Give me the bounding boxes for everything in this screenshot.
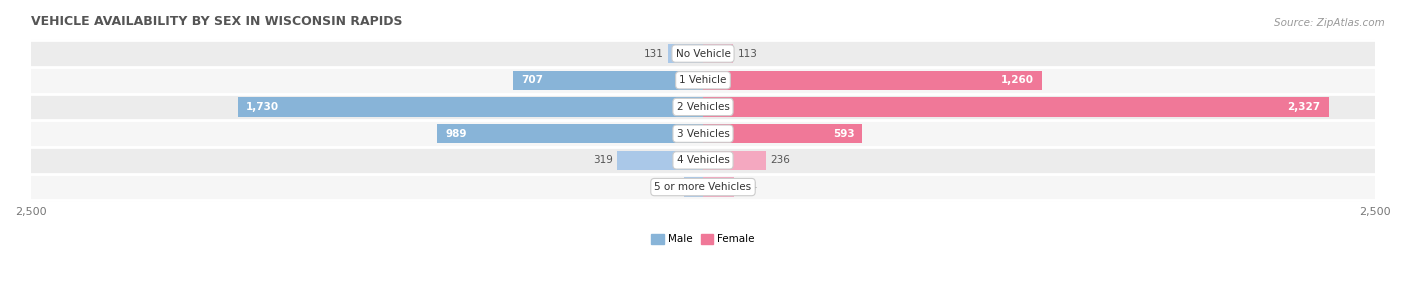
Text: 114: 114 [738,182,758,192]
Text: 5 or more Vehicles: 5 or more Vehicles [654,182,752,192]
Bar [703,124,862,143]
Text: 113: 113 [737,48,758,59]
Bar [31,94,1375,120]
Text: 989: 989 [446,129,467,139]
Bar [703,44,734,63]
Text: 4 Vehicles: 4 Vehicles [676,155,730,165]
Bar [437,124,703,143]
Bar [703,151,766,170]
Text: 319: 319 [593,155,613,165]
Bar [31,40,1375,67]
Bar [617,151,703,170]
Bar [668,44,703,63]
Bar [703,71,1042,90]
Bar [703,97,1329,117]
Text: 2 Vehicles: 2 Vehicles [676,102,730,112]
Text: 1,260: 1,260 [1001,75,1033,85]
Bar [238,97,703,117]
Bar [31,67,1375,94]
Bar [31,174,1375,200]
Text: 236: 236 [770,155,790,165]
Bar [513,71,703,90]
Text: 3 Vehicles: 3 Vehicles [676,129,730,139]
Bar [31,147,1375,174]
Bar [703,178,734,197]
Text: 2,327: 2,327 [1288,102,1320,112]
Text: 593: 593 [832,129,855,139]
Text: No Vehicle: No Vehicle [675,48,731,59]
Text: 1 Vehicle: 1 Vehicle [679,75,727,85]
Text: 707: 707 [522,75,543,85]
Text: Source: ZipAtlas.com: Source: ZipAtlas.com [1274,18,1385,28]
Bar [31,120,1375,147]
Text: 131: 131 [644,48,664,59]
Text: VEHICLE AVAILABILITY BY SEX IN WISCONSIN RAPIDS: VEHICLE AVAILABILITY BY SEX IN WISCONSIN… [31,15,402,28]
Bar [683,178,703,197]
Legend: Male, Female: Male, Female [647,230,759,249]
Text: 72: 72 [666,182,679,192]
Text: 1,730: 1,730 [246,102,278,112]
